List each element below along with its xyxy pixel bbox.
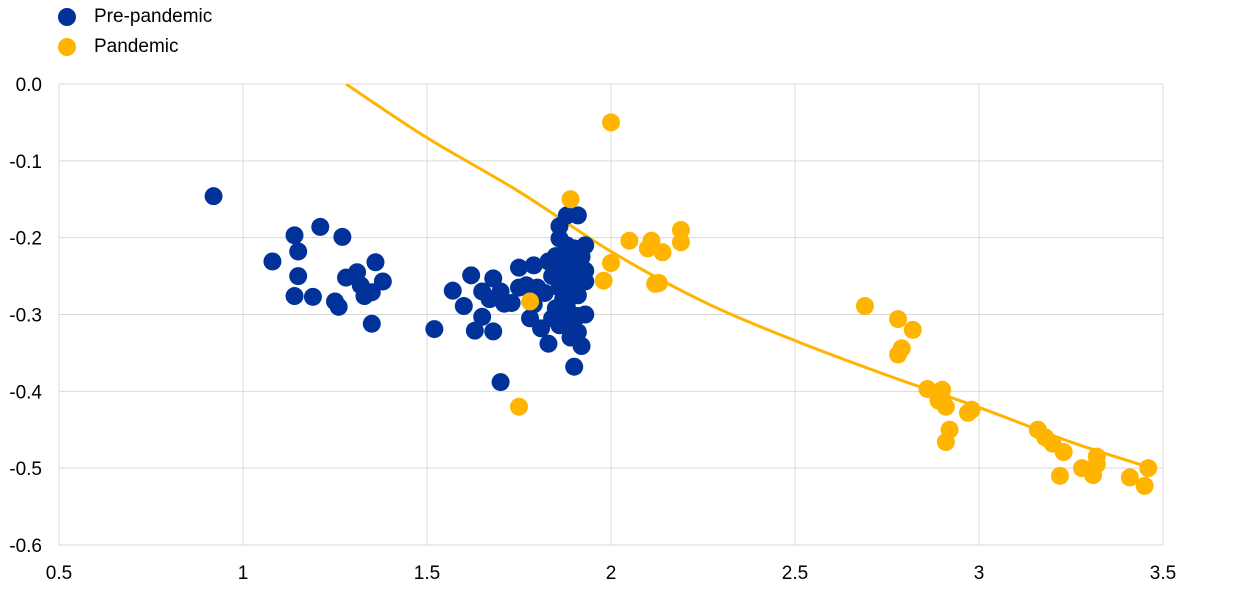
- point-pre-pandemic: [263, 252, 282, 271]
- point-pre-pandemic: [576, 272, 595, 291]
- point-pandemic: [892, 339, 911, 358]
- legend-item-pre-pandemic: Pre-pandemic: [58, 2, 212, 32]
- point-pandemic: [889, 310, 908, 329]
- point-pandemic: [903, 320, 922, 339]
- x-tick-label: 1: [238, 563, 249, 584]
- point-pre-pandemic: [576, 236, 595, 255]
- point-pre-pandemic: [465, 321, 484, 340]
- point-pandemic: [602, 254, 620, 273]
- grid-lines: [58, 83, 1164, 546]
- legend-label-pre-pandemic: Pre-pandemic: [94, 6, 213, 27]
- x-tick-label: 3: [974, 563, 985, 584]
- point-pre-pandemic: [425, 320, 444, 339]
- point-pandemic: [653, 243, 672, 262]
- point-pandemic: [671, 233, 690, 252]
- trend-line-group: [345, 84, 1146, 468]
- point-pre-pandemic: [539, 334, 558, 353]
- point-pre-pandemic: [502, 293, 521, 312]
- point-pre-pandemic: [289, 267, 308, 286]
- point-pre-pandemic: [333, 227, 352, 246]
- legend-marker-pandemic: [58, 38, 76, 56]
- point-pandemic: [940, 420, 959, 439]
- point-pre-pandemic: [572, 337, 591, 356]
- point-pre-pandemic: [524, 256, 543, 275]
- point-pre-pandemic: [484, 269, 503, 288]
- point-pandemic: [594, 271, 613, 290]
- legend-label-pandemic: Pandemic: [94, 36, 179, 57]
- point-pandemic: [1139, 459, 1158, 478]
- point-pandemic: [561, 190, 580, 209]
- axis-tick-labels: 0.0 -0.1 -0.2 -0.3 -0.4 -0.5 -0.60.5 1 1.5 2 2.5 3 3…: [9, 75, 1176, 584]
- point-pre-pandemic: [568, 286, 587, 305]
- point-pandemic: [602, 113, 620, 132]
- point-pre-pandemic: [285, 287, 304, 306]
- point-pandemic: [649, 273, 668, 292]
- point-pandemic: [1087, 455, 1106, 474]
- x-tick-label: 1.5: [414, 563, 440, 584]
- series-pre-pandemic: [204, 187, 595, 392]
- point-pre-pandemic: [510, 258, 528, 277]
- point-pre-pandemic: [303, 287, 322, 306]
- data-points: [204, 113, 1158, 495]
- point-pre-pandemic: [366, 253, 385, 272]
- y-tick-label: 0.0: [16, 75, 42, 96]
- point-pandemic: [1120, 468, 1139, 487]
- x-tick-label: 0.5: [46, 563, 72, 584]
- point-pre-pandemic: [462, 266, 481, 285]
- x-tick-label: 2: [606, 563, 617, 584]
- point-pre-pandemic: [484, 322, 503, 341]
- y-tick-label: -0.4: [9, 382, 42, 403]
- point-pandemic: [962, 400, 981, 419]
- point-pandemic: [936, 397, 955, 416]
- point-pandemic: [1054, 443, 1073, 462]
- point-pre-pandemic: [565, 357, 584, 376]
- point-pandemic: [521, 292, 540, 311]
- y-tick-label: -0.1: [9, 152, 42, 173]
- point-pre-pandemic: [576, 305, 595, 324]
- x-tick-label: 2.5: [782, 563, 808, 584]
- point-pre-pandemic: [535, 283, 554, 302]
- point-pre-pandemic: [326, 292, 344, 311]
- point-pre-pandemic: [568, 323, 587, 342]
- legend-item-pandemic: Pandemic: [58, 32, 212, 62]
- trend-line: [345, 84, 1146, 468]
- series-pandemic: [510, 113, 1158, 495]
- point-pre-pandemic: [491, 373, 510, 392]
- y-tick-label: -0.5: [9, 459, 42, 480]
- y-tick-label: -0.3: [9, 306, 42, 327]
- point-pre-pandemic: [373, 272, 392, 291]
- point-pandemic: [1050, 466, 1069, 485]
- point-pre-pandemic: [568, 206, 587, 225]
- point-pandemic: [620, 231, 639, 250]
- point-pre-pandemic: [285, 226, 304, 245]
- point-pandemic: [918, 380, 937, 399]
- legend-marker-pre-pandemic: [58, 8, 76, 26]
- point-pre-pandemic: [473, 307, 492, 326]
- point-pandemic: [642, 231, 661, 250]
- point-pandemic: [855, 297, 874, 316]
- point-pandemic: [510, 397, 528, 416]
- point-pre-pandemic: [362, 314, 381, 333]
- point-pandemic: [1135, 476, 1154, 495]
- point-pre-pandemic: [443, 281, 462, 300]
- x-tick-label: 3.5: [1150, 563, 1176, 584]
- legend: Pre-pandemic Pandemic: [58, 2, 212, 62]
- point-pre-pandemic: [311, 217, 330, 236]
- point-pre-pandemic: [454, 297, 473, 316]
- y-tick-label: -0.6: [9, 536, 42, 557]
- point-pre-pandemic: [362, 283, 381, 302]
- y-tick-label: -0.2: [9, 229, 42, 250]
- point-pre-pandemic: [204, 187, 223, 206]
- point-pre-pandemic: [289, 242, 308, 261]
